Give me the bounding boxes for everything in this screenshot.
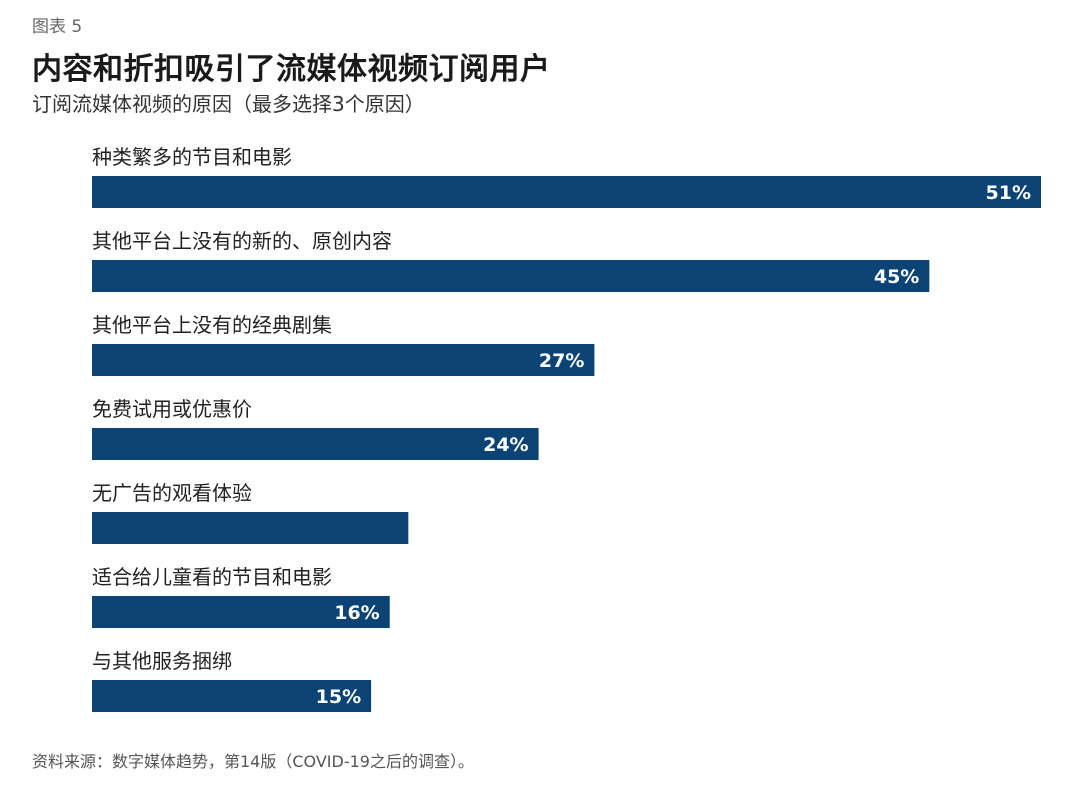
bar <box>92 344 595 376</box>
category-label: 种类繁多的节目和电影 <box>92 145 292 169</box>
category-label: 无广告的观看体验 <box>92 481 252 505</box>
bar <box>92 596 390 628</box>
bar <box>92 680 372 712</box>
chart-title: 内容和折扣吸引了流媒体视频订阅用户 <box>32 52 551 87</box>
category-label: 与其他服务捆绑 <box>92 649 232 673</box>
data-label: 27% <box>539 350 584 372</box>
bar <box>92 260 930 292</box>
data-label: 45% <box>874 266 919 288</box>
data-label: 15% <box>316 686 361 708</box>
data-label: 24% <box>483 434 528 456</box>
category-label: 免费试用或优惠价 <box>92 397 252 421</box>
category-label: 适合给儿童看的节目和电影 <box>92 565 332 589</box>
figure-label: 图表 5 <box>32 17 83 37</box>
data-label: 51% <box>986 182 1031 204</box>
category-label: 其他平台上没有的经典剧集 <box>92 313 332 337</box>
source-note: 资料来源：数字媒体趋势，第14版（COVID-19之后的调查）。 <box>32 752 474 771</box>
bar <box>92 428 539 460</box>
category-label: 其他平台上没有的新的、原创内容 <box>92 229 392 253</box>
bar <box>92 176 1041 208</box>
bar <box>92 512 409 544</box>
data-label: 16% <box>334 602 379 624</box>
chart-subtitle: 订阅流媒体视频的原因（最多选择3个原因） <box>32 92 425 116</box>
